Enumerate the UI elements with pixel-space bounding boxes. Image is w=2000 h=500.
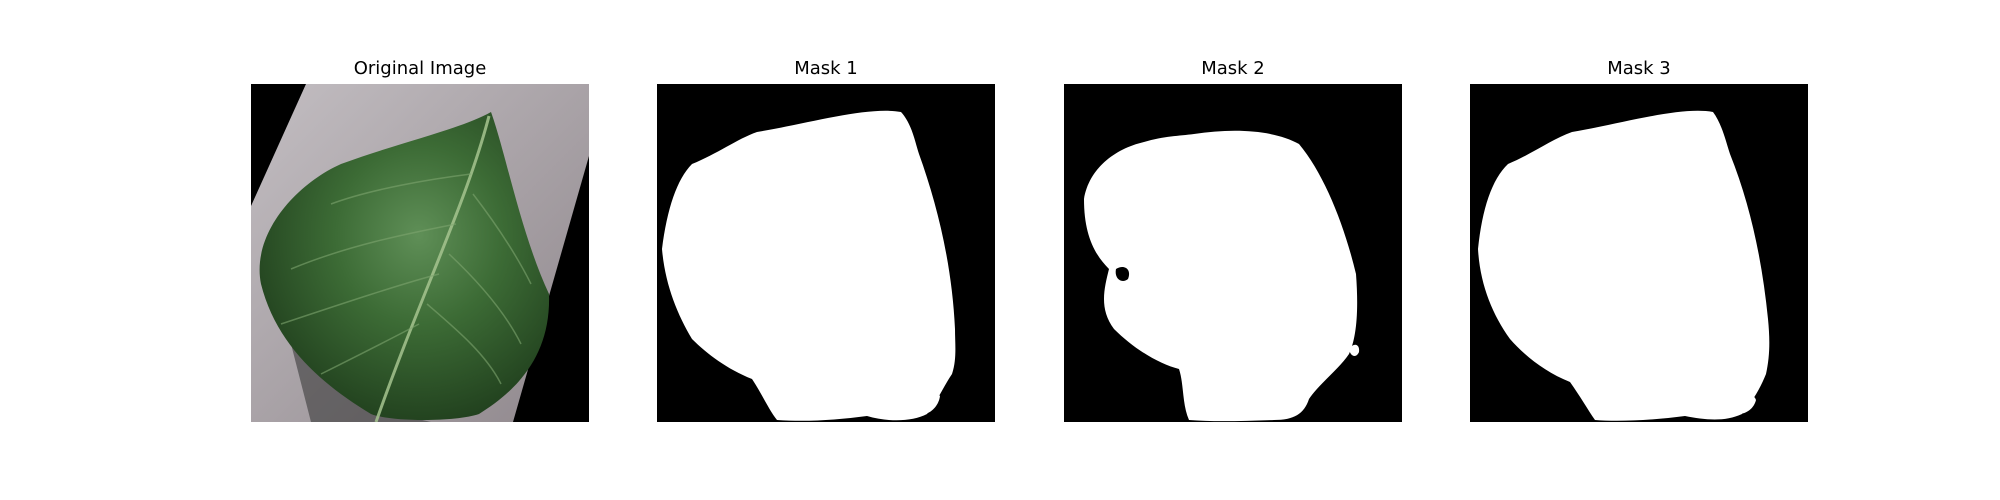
original-leaf-image <box>251 84 589 422</box>
leaf-shape <box>259 112 550 420</box>
mask-region <box>1084 130 1358 422</box>
panel-mask-3: Mask 3 <box>1470 0 1808 500</box>
mask-2-image <box>1064 84 1402 422</box>
panel-title: Mask 1 <box>794 58 858 79</box>
mask-1 <box>657 84 995 422</box>
mask-region <box>1478 110 1770 421</box>
leaf-photo <box>251 84 589 422</box>
mask-3 <box>1470 84 1808 422</box>
mask-2 <box>1064 84 1402 422</box>
panel-mask-1: Mask 1 <box>657 0 995 500</box>
mask-1-image <box>657 84 995 422</box>
panel-title: Mask 2 <box>1201 58 1265 79</box>
panel-mask-2: Mask 2 <box>1064 0 1402 500</box>
panel-title: Mask 3 <box>1607 58 1671 79</box>
mask-3-image <box>1470 84 1808 422</box>
panel-title: Original Image <box>353 58 487 79</box>
panel-original-image: Original Image <box>251 0 589 500</box>
mask-region <box>662 110 956 421</box>
